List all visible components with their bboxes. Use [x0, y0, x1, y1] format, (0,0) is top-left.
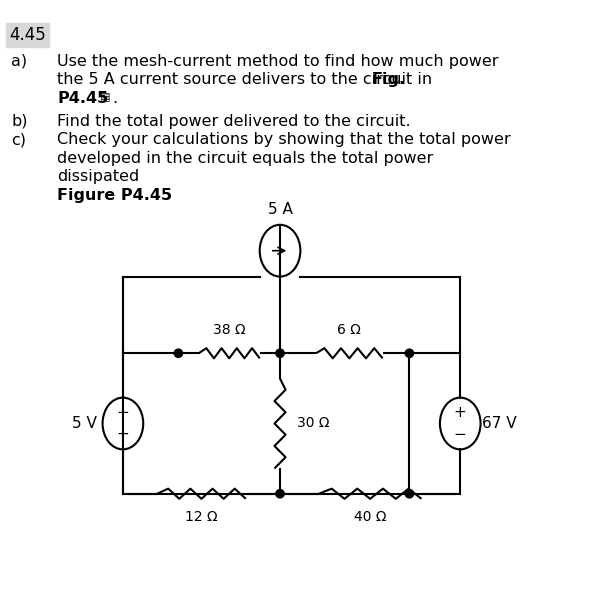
Circle shape — [276, 489, 284, 498]
Text: Use the mesh-current method to find how much power: Use the mesh-current method to find how … — [57, 54, 499, 69]
Text: 12 Ω: 12 Ω — [185, 511, 217, 524]
Circle shape — [405, 349, 414, 358]
Text: −: − — [454, 427, 467, 442]
Text: c): c) — [11, 132, 26, 147]
Text: P4.45: P4.45 — [57, 91, 109, 106]
Text: Fig.: Fig. — [372, 72, 405, 87]
Text: Find the total power delivered to the circuit.: Find the total power delivered to the ci… — [57, 114, 411, 129]
Text: 5 A: 5 A — [268, 202, 293, 217]
Circle shape — [174, 349, 183, 358]
Text: dissipated: dissipated — [57, 170, 139, 184]
Text: 67 V: 67 V — [482, 416, 517, 431]
Text: 4.45: 4.45 — [9, 26, 46, 44]
Text: 40 Ω: 40 Ω — [354, 511, 387, 524]
Circle shape — [405, 489, 414, 498]
Text: −: − — [116, 405, 129, 420]
Text: ▤: ▤ — [100, 91, 111, 101]
Circle shape — [276, 349, 284, 358]
Text: b): b) — [11, 114, 28, 129]
Text: .: . — [113, 91, 118, 106]
Text: Check your calculations by showing that the total power: Check your calculations by showing that … — [57, 132, 511, 147]
Text: developed in the circuit equals the total power: developed in the circuit equals the tota… — [57, 151, 434, 166]
Text: 6 Ω: 6 Ω — [337, 323, 361, 337]
Text: +: + — [116, 427, 129, 442]
Text: the 5 A current source delivers to the circuit in: the 5 A current source delivers to the c… — [57, 72, 437, 87]
Text: a): a) — [11, 54, 27, 69]
Text: Figure P4.45: Figure P4.45 — [57, 188, 173, 203]
Text: 30 Ω: 30 Ω — [297, 417, 329, 430]
Text: 38 Ω: 38 Ω — [213, 323, 245, 337]
Text: 5 V: 5 V — [72, 416, 96, 431]
Text: +: + — [454, 405, 467, 420]
